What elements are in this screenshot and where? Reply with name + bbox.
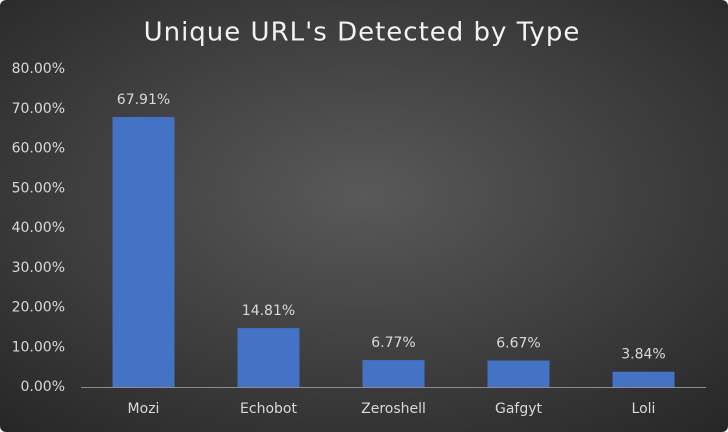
x-tick-label: Loli (632, 401, 656, 417)
y-tick-label: 30.00% (12, 260, 65, 276)
chart-title: Unique URL's Detected by Type (144, 18, 581, 48)
bar (487, 360, 550, 387)
value-label: 6.67% (496, 335, 540, 351)
value-label: 3.84% (621, 347, 665, 363)
value-label: 14.81% (242, 303, 295, 319)
value-label: 6.77% (371, 335, 415, 351)
bar (237, 328, 300, 387)
y-tick-label: 80.00% (12, 61, 65, 77)
value-label: 67.91% (117, 92, 170, 108)
y-tick-label: 60.00% (12, 141, 65, 157)
x-tick-label: Gafgyt (495, 401, 543, 417)
x-tick-label: Mozi (128, 401, 160, 417)
y-tick-label: 70.00% (12, 101, 65, 117)
bar (362, 360, 425, 387)
x-tick-label: Echobot (240, 401, 297, 417)
y-tick-label: 50.00% (12, 180, 65, 196)
bar (612, 371, 675, 387)
y-tick-label: 20.00% (12, 300, 65, 316)
y-tick-label: 10.00% (12, 339, 65, 355)
bar (112, 117, 175, 388)
y-tick-label: 40.00% (12, 220, 65, 236)
y-tick-label: 0.00% (21, 379, 65, 395)
x-tick-label: Zeroshell (361, 401, 426, 417)
